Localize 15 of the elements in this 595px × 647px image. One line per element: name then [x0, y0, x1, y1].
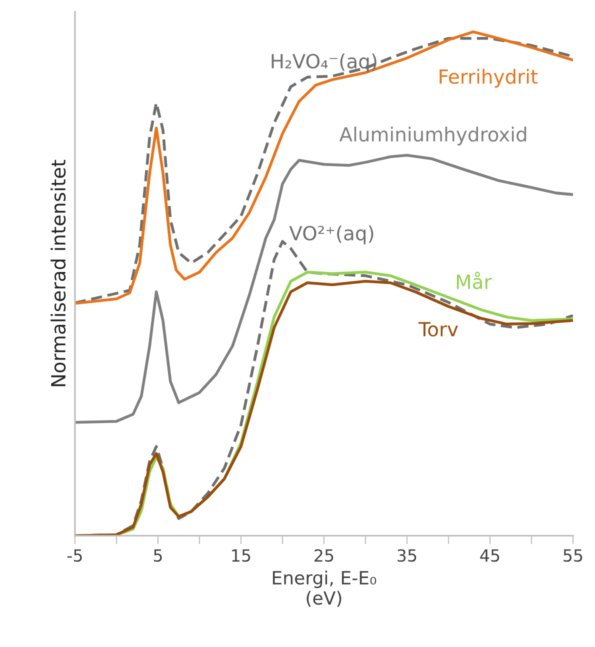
x-tick-label: 55 — [564, 549, 582, 562]
x-tick-label: -5 — [67, 549, 82, 562]
series-label: Aluminiumhydroxid — [339, 126, 526, 146]
series-label: H₂VO₄⁻(aq) — [272, 54, 376, 72]
series-label: VO²⁺(aq) — [289, 226, 374, 244]
x-axis-title: Energi, E-E₀ (eV) — [272, 570, 376, 607]
series-label: Ferrihydrit — [440, 68, 538, 88]
series-label: Mår — [456, 272, 492, 290]
x-tick-label: 45 — [480, 549, 500, 562]
x-tick-label: 35 — [398, 549, 416, 562]
x-tick-label: 25 — [314, 549, 334, 562]
series-label: Torv — [418, 322, 458, 337]
y-axis-title: Normaliserad intensitet — [50, 160, 66, 386]
x-tick-label: 15 — [232, 549, 250, 562]
x-tick-label: 5 — [154, 549, 162, 562]
